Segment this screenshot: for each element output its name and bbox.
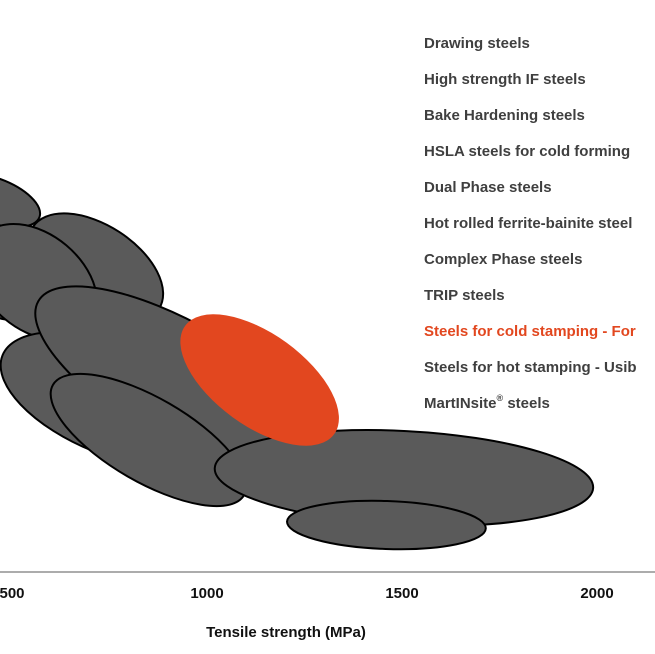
x-axis-title: Tensile strength (MPa) (206, 624, 366, 641)
legend-item: Dual Phase steels (424, 179, 552, 196)
x-tick-label: 1000 (190, 585, 223, 602)
x-tick-label: 1500 (385, 585, 418, 602)
x-tick-label: 500 (0, 585, 25, 602)
legend-item: Hot rolled ferrite-bainite steel (424, 215, 632, 232)
x-tick-label: 2000 (580, 585, 613, 602)
x-ticks: 500 1000 1500 2000 (0, 585, 614, 602)
legend-item: Steels for cold stamping - For (424, 323, 636, 340)
legend-item: TRIP steels (424, 287, 505, 304)
legend-item: Steels for hot stamping - Usib (424, 359, 637, 376)
region (0, 171, 42, 229)
legend-item: Drawing steels (424, 35, 530, 52)
region-highlighted (180, 314, 339, 446)
legend-item: HSLA steels for cold forming (424, 143, 630, 160)
legend-item: Bake Hardening steels (424, 107, 585, 124)
legend-item: MartINsite® steels (424, 393, 550, 412)
legend-item: Complex Phase steels (424, 251, 582, 268)
region (286, 499, 487, 551)
legend: Drawing steels High strength IF steels Bak… (424, 35, 637, 412)
legend-item: High strength IF steels (424, 71, 586, 88)
steel-regions (0, 171, 595, 551)
